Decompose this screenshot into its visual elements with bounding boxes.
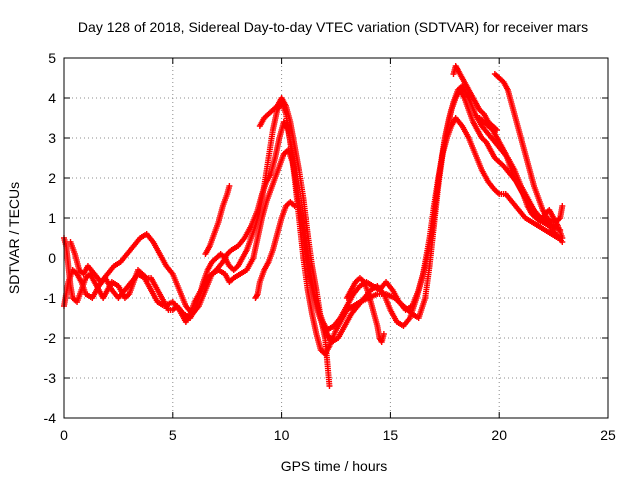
- x-tick-label: 25: [600, 427, 616, 443]
- data-points-layer: [61, 63, 566, 389]
- y-tick-label: -1: [44, 290, 57, 306]
- x-tick-label: 20: [491, 427, 507, 443]
- data-point-marker: [380, 331, 387, 337]
- data-point-marker: [202, 251, 209, 257]
- y-tick-label: 1: [48, 210, 56, 226]
- data-point-marker: [494, 127, 501, 133]
- data-point-marker: [559, 235, 566, 241]
- y-axis-label: SDTVAR / TECUs: [6, 182, 22, 294]
- y-tick-label: 0: [48, 250, 56, 266]
- plot-frame: [63, 57, 609, 419]
- x-tick-label: 10: [274, 427, 290, 443]
- chart-title: Day 128 of 2018, Sidereal Day-to-day VTE…: [78, 19, 588, 35]
- x-tick-label: 5: [169, 427, 177, 443]
- x-axis-label: GPS time / hours: [281, 458, 388, 474]
- data-point-marker: [291, 203, 298, 209]
- y-tick-label: 4: [48, 90, 56, 106]
- x-tick-label: 0: [60, 427, 68, 443]
- y-tick-label: 5: [48, 50, 56, 66]
- x-tick-label: 15: [383, 427, 399, 443]
- y-tick-label: 3: [48, 130, 56, 146]
- y-tick-label: -4: [44, 410, 57, 426]
- y-tick-label: 2: [48, 170, 56, 186]
- data-point-marker: [559, 203, 566, 209]
- y-tick-label: -3: [44, 370, 57, 386]
- data-point-marker: [326, 383, 333, 389]
- y-tick-label: -2: [44, 330, 57, 346]
